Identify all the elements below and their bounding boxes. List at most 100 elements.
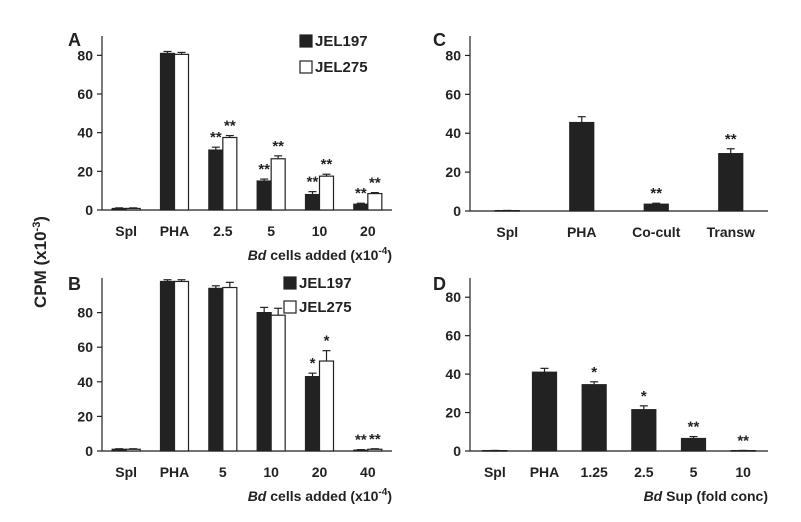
panel-a-category-label: 5 (267, 223, 275, 239)
panel-d-y-tick-label: 40 (445, 366, 461, 382)
panel-d-y-tick-label: 20 (445, 405, 461, 421)
panel-a-bar (222, 136, 238, 211)
panel-a-y-tick-label: 40 (77, 125, 93, 141)
panel-a-bar (111, 207, 127, 211)
y-axis-label: CPM (x10-3) (31, 216, 50, 308)
panel-d-y-tick-label: 80 (445, 289, 461, 305)
panel-b-category-label: 40 (360, 464, 376, 480)
panel-a-bar (318, 175, 335, 211)
panel-b-y-tick-label: 20 (77, 408, 93, 424)
panel-a-category-label: 10 (312, 223, 328, 239)
panel-d-category-label: 10 (735, 464, 751, 480)
panel-d-category-label: 1.25 (581, 464, 608, 480)
panel-b-category-label: Spl (115, 464, 137, 480)
panel-d-significance: ** (688, 419, 700, 436)
panel-b-bar (318, 360, 335, 452)
panel-b-legend-label: JEL197 (299, 275, 352, 292)
panel-a-bar (173, 53, 190, 211)
panel-b-significance: * (310, 355, 316, 372)
panel-c-y-tick-label: 60 (445, 86, 461, 102)
panel-b-bar (367, 448, 383, 452)
panel-b-category-label: 5 (219, 464, 227, 480)
panel-b-legend-label: JEL275 (299, 299, 352, 316)
panel-a-bar (304, 193, 321, 211)
panel-b-bar (208, 287, 224, 452)
panel-d-category-label: 5 (690, 464, 698, 480)
panel-c-significance: ** (725, 131, 737, 148)
panel-a-letter: A (68, 30, 81, 50)
panel-c-y-tick-label: 0 (453, 203, 461, 219)
panel-a-category-label: Spl (115, 223, 137, 239)
panel-b-bar (173, 280, 190, 452)
panel-c-bar (569, 121, 595, 212)
panel-c-category-label: Co-cult (632, 224, 681, 240)
panel-d-x-axis-label: Bd Sup (fold conc) (644, 488, 768, 504)
panel-d-letter: D (433, 274, 446, 294)
panel-b-bar (111, 448, 127, 452)
panel-b-bar (270, 314, 286, 452)
panel-d-y-tick-label: 0 (453, 443, 461, 459)
panel-a-category-label: 2.5 (213, 223, 233, 239)
panel-a-category-label: 20 (360, 223, 376, 239)
panel-a-y-tick-label: 60 (77, 86, 93, 102)
panel-a-legend-label: JEL275 (315, 59, 368, 76)
panel-b-bar (222, 286, 238, 452)
panel-a-significance: ** (355, 185, 367, 202)
panel-c-y-tick-label: 20 (445, 164, 461, 180)
panel-c-category-label: PHA (567, 224, 597, 240)
panel-b-y-tick-label: 80 (77, 305, 93, 321)
panel-a-significance: ** (307, 174, 319, 191)
panel-c-significance: ** (650, 185, 662, 202)
panel-b-category-label: 10 (263, 464, 279, 480)
panel-b-x-axis-label: Bd cells added (x10-4) (248, 487, 392, 504)
panel-a-significance: ** (369, 175, 381, 192)
panel-d-significance: ** (737, 432, 749, 449)
panel-a-bar (159, 52, 176, 211)
panel-c-category-label: Spl (496, 224, 518, 240)
panel-d-category-label: PHA (530, 464, 560, 480)
panel-c-bar (643, 203, 669, 212)
panel-b-category-label: 20 (312, 464, 328, 480)
panel-b-y-tick-label: 0 (85, 443, 93, 459)
panel-b-y-tick-label: 40 (77, 374, 93, 390)
panel-d-bar (531, 371, 558, 452)
panel-c-letter: C (433, 30, 446, 50)
panel-d-bar (581, 384, 607, 452)
panel-a-bar (125, 207, 141, 211)
panel-a-significance: ** (321, 156, 333, 173)
panel-c-y-tick-label: 80 (445, 47, 461, 63)
panel-b-bar (304, 376, 321, 452)
panel-b-bar (353, 449, 369, 452)
panel-a-legend-swatch (299, 34, 313, 48)
panel-a-bar (208, 149, 224, 211)
panel-b-legend-swatch (283, 276, 297, 290)
panel-a-bar (270, 158, 286, 211)
panel-c-category-label: Transw (707, 224, 755, 240)
panel-d-bar (631, 409, 657, 452)
panel-a-significance: ** (224, 118, 236, 135)
panel-b-bar (256, 312, 272, 452)
panel-a-category-label: PHA (160, 223, 190, 239)
panel-a-bar (256, 180, 272, 211)
panel-a-bar (353, 203, 369, 211)
panel-b-significance: ** (369, 431, 381, 448)
panel-b-significance: * (324, 333, 330, 350)
panel-a-significance: ** (210, 129, 222, 146)
panel-c-y-tick-label: 40 (445, 125, 461, 141)
panel-b-significance: ** (355, 432, 367, 449)
panel-d-significance: * (641, 388, 647, 405)
panel-d-bar (680, 437, 707, 452)
panel-a-y-tick-label: 0 (85, 202, 93, 218)
panel-b-category-label: PHA (160, 464, 190, 480)
panel-a-bar (367, 192, 383, 211)
panel-b-bar (159, 280, 176, 452)
panel-b-letter: B (68, 274, 81, 294)
panel-b-y-tick-label: 60 (77, 339, 93, 355)
panel-a-y-tick-label: 20 (77, 163, 93, 179)
panel-d-category-label: 2.5 (634, 464, 654, 480)
panel-b-bar (125, 448, 141, 452)
